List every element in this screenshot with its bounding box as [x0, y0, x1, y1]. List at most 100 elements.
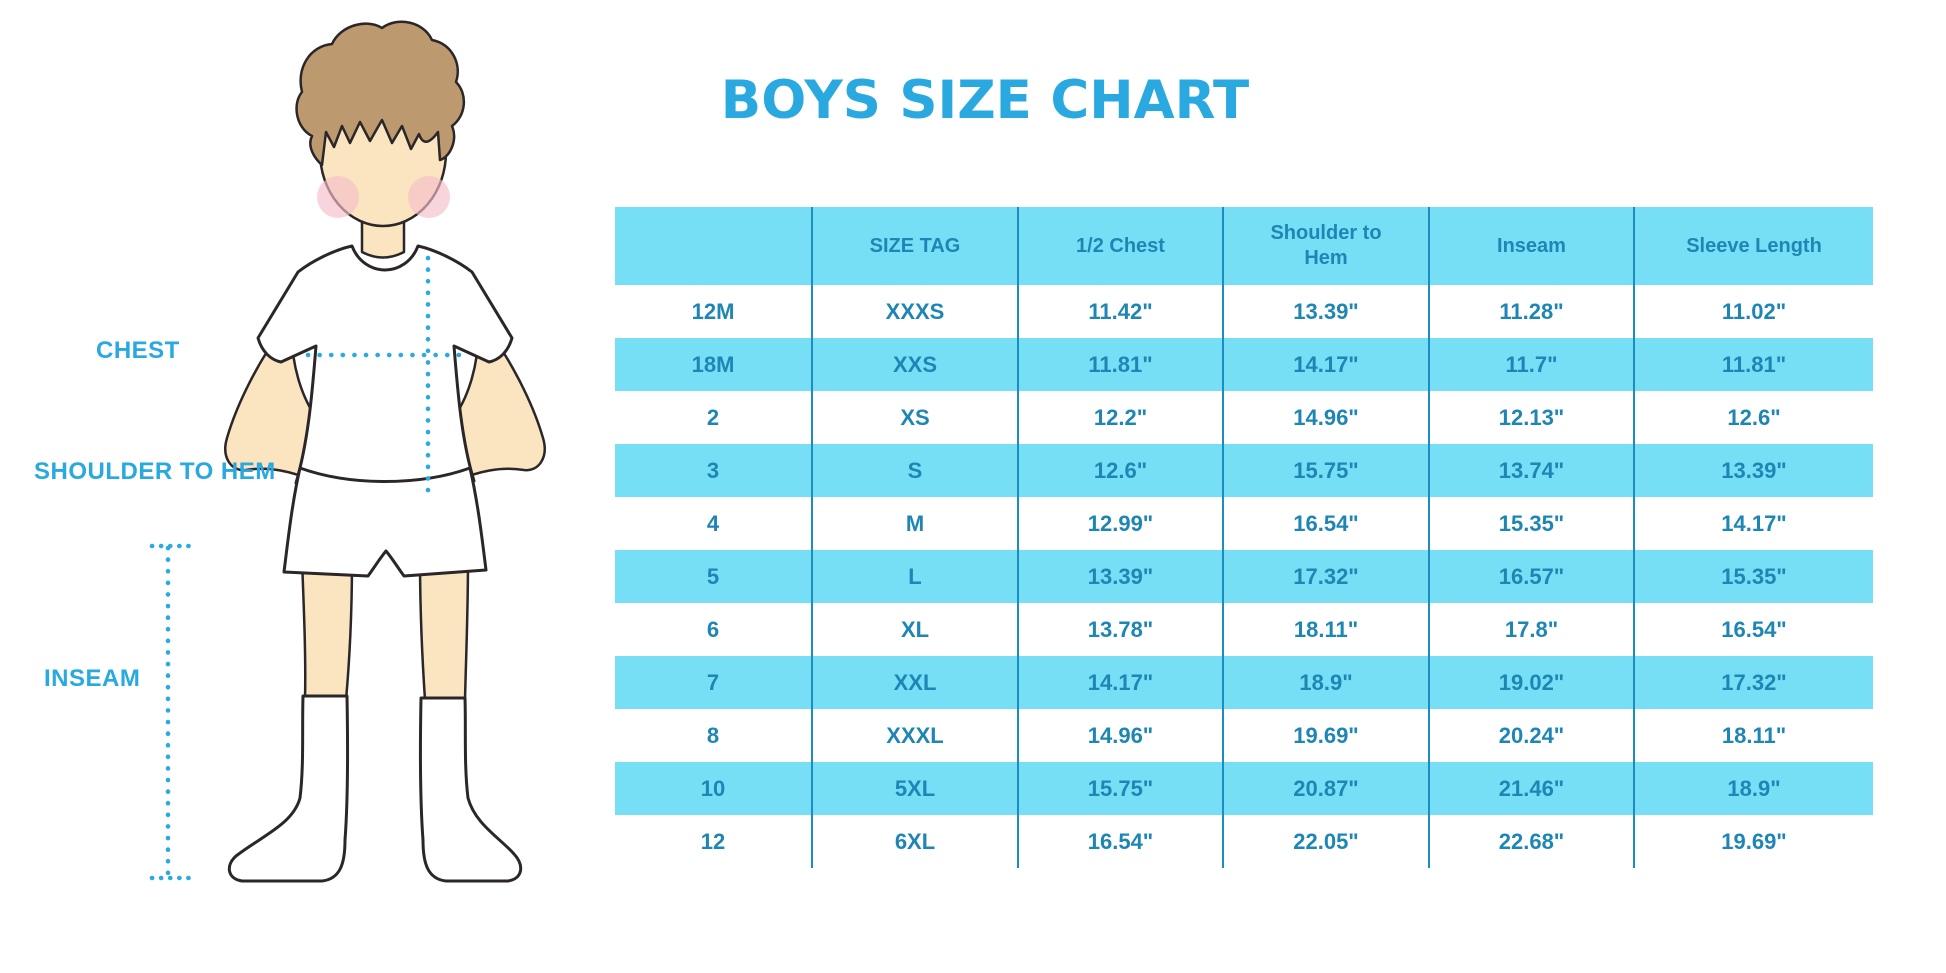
chest-label: CHEST: [96, 337, 180, 364]
table-cell: 12M: [691, 298, 735, 324]
table-cell: 12.99": [1017, 497, 1223, 550]
table-cell: 21.46": [1428, 762, 1634, 815]
table-row: 7 XXL 14.17" 18.9" 19.02" 17.32": [615, 656, 1873, 709]
table-cell: 14.17": [1017, 656, 1223, 709]
table-cell: 15.75": [1017, 762, 1223, 815]
table-cell: 16.54": [1017, 815, 1223, 868]
table-cell: 4: [706, 510, 720, 536]
table-cell: XL: [811, 603, 1018, 656]
boy-illustration: [149, 20, 546, 883]
column-header: Inseam: [1428, 207, 1634, 285]
page-title: BOYS SIZE CHART: [720, 69, 1250, 131]
table-cell: 18M: [691, 351, 735, 377]
boy-tshirt: [256, 244, 514, 492]
table-cell: 8: [706, 722, 720, 748]
inseam-measure-line: [149, 543, 193, 881]
table-header: SIZE TAG 1/2 Chest Shoulder to Hem Inseam Sl…: [615, 207, 1873, 285]
header-row: SIZE TAG 1/2 Chest Shoulder to Hem Inseam Sl…: [615, 207, 1873, 285]
table-cell: 11.7": [1428, 338, 1634, 391]
table-cell: XXXL: [811, 709, 1018, 762]
table-cell: 15.75": [1222, 444, 1429, 497]
table-body: 12M XXXS 11.42" 13.39" 11.28" 11.02" 18M XXS 11.…: [615, 285, 1873, 868]
table-cell: 11.81": [1017, 338, 1223, 391]
boy-left-cheek: [317, 176, 359, 218]
table-row: 12M XXXS 11.42" 13.39" 11.28" 11.02": [615, 285, 1873, 338]
table-cell: 11.42": [1017, 285, 1223, 338]
boy-measurement-diagram: CHEST SHOULDER TO HEM INSEAM: [0, 0, 560, 973]
shoulder-to-hem-label: SHOULDER TO HEM: [34, 458, 276, 485]
table-row: 5 L 13.39" 17.32" 16.57" 15.35": [615, 550, 1873, 603]
column-header: Sleeve Length: [1633, 207, 1873, 285]
boy-right-sock: [418, 696, 523, 883]
boy-left-sock: [227, 694, 350, 883]
table-cell: 12.2": [1017, 391, 1223, 444]
table-cell: 11.81": [1633, 338, 1873, 391]
column-header: [615, 207, 812, 285]
table-cell: 3: [706, 457, 720, 483]
table-cell: 16.54": [1633, 603, 1873, 656]
table-cell: 12: [700, 828, 726, 854]
table-cell: 13.74": [1428, 444, 1634, 497]
table-cell: 20.87": [1222, 762, 1429, 815]
table-cell: XXXS: [811, 285, 1018, 338]
table-cell: 5XL: [811, 762, 1018, 815]
table-cell: 6XL: [811, 815, 1018, 868]
table-cell: 18.11": [1633, 709, 1873, 762]
boy-right-leg: [418, 558, 470, 702]
table-cell: 15.35": [1633, 550, 1873, 603]
table-row: 6 XL 13.78" 18.11" 17.8" 16.54": [615, 603, 1873, 656]
boy-left-arm: [224, 328, 320, 482]
table-row: 2 XS 12.2" 14.96" 12.13" 12.6": [615, 391, 1873, 444]
table-row: 10 5XL 15.75" 20.87" 21.46" 18.9": [615, 762, 1873, 815]
table-cell: XS: [811, 391, 1018, 444]
table-cell: 15.35": [1428, 497, 1634, 550]
boy-shorts: [282, 466, 488, 578]
table-row: 18M XXS 11.81" 14.17" 11.7" 11.81": [615, 338, 1873, 391]
table-cell: 19.69": [1222, 709, 1429, 762]
table-cell: 16.57": [1428, 550, 1634, 603]
table-cell: 14.17": [1633, 497, 1873, 550]
table-cell: XXS: [811, 338, 1018, 391]
table-cell: 19.69": [1633, 815, 1873, 868]
table-cell: 13.39": [1222, 285, 1429, 338]
table-cell: M: [811, 497, 1018, 550]
boy-hair: [295, 20, 465, 167]
table-cell: 20.24": [1428, 709, 1634, 762]
table-cell: 17.32": [1222, 550, 1429, 603]
column-header: 1/2 Chest: [1017, 207, 1223, 285]
boy-right-arm: [450, 328, 546, 482]
table-cell: 17.32": [1633, 656, 1873, 709]
table-cell: 12.6": [1633, 391, 1873, 444]
table-cell: 13.39": [1017, 550, 1223, 603]
boy-right-cheek: [408, 176, 450, 218]
table-cell: 2: [706, 404, 720, 430]
table-cell: 18.11": [1222, 603, 1429, 656]
table-cell: 5: [706, 563, 720, 589]
table-cell: 14.17": [1222, 338, 1429, 391]
table-row: 8 XXXL 14.96" 19.69" 20.24" 18.11": [615, 709, 1873, 762]
table-cell: 11.28": [1428, 285, 1634, 338]
table-cell: 11.02": [1633, 285, 1873, 338]
table-cell: 13.78": [1017, 603, 1223, 656]
inseam-label: INSEAM: [44, 665, 141, 692]
table-row: 3 S 12.6" 15.75" 13.74" 13.39": [615, 444, 1873, 497]
table-cell: 14.96": [1222, 391, 1429, 444]
table-cell: L: [811, 550, 1018, 603]
table-cell: 18.9": [1222, 656, 1429, 709]
boy-left-leg: [300, 558, 354, 702]
table-cell: 10: [700, 775, 726, 801]
table-cell: 12.6": [1017, 444, 1223, 497]
table-cell: 22.68": [1428, 815, 1634, 868]
column-header: Shoulder to Hem: [1222, 207, 1429, 285]
table-cell: 14.96": [1017, 709, 1223, 762]
table-cell: 17.8": [1428, 603, 1634, 656]
table-cell: 13.39": [1633, 444, 1873, 497]
column-header: SIZE TAG: [811, 207, 1018, 285]
table-row: 4 M 12.99" 16.54" 15.35" 14.17": [615, 497, 1873, 550]
table-cell: XXL: [811, 656, 1018, 709]
table-cell: 22.05": [1222, 815, 1429, 868]
table-cell: 6: [706, 616, 720, 642]
table-cell: S: [811, 444, 1018, 497]
table-cell: 12.13": [1428, 391, 1634, 444]
size-chart-table: SIZE TAG 1/2 Chest Shoulder to Hem Inseam Sl…: [615, 207, 1873, 868]
